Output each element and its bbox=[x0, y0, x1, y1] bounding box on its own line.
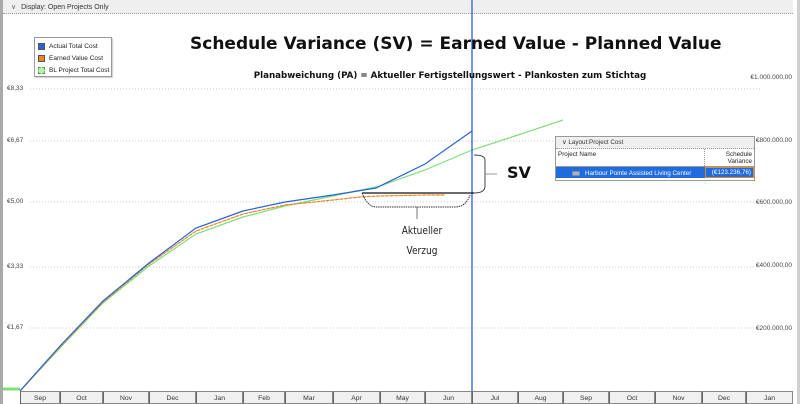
timescale-axis[interactable]: Sep Oct Nov Dec Jan Feb Mar Apr May Jun Jul Aug Sep O… bbox=[20, 391, 793, 404]
timescale-month[interactable]: Sep bbox=[563, 391, 609, 404]
chart-legend[interactable]: Actual Total Cost Earned Value Cost BL P… bbox=[34, 37, 112, 77]
timescale-month[interactable]: Dec bbox=[149, 391, 196, 404]
timescale-month[interactable]: Jan bbox=[196, 391, 243, 404]
legend-label: BL Project Total Cost bbox=[49, 66, 110, 74]
verzug-line-2: Verzug bbox=[406, 244, 438, 257]
gridlines bbox=[30, 88, 760, 329]
chevron-down-icon[interactable]: ∨ bbox=[11, 4, 17, 11]
verzug-bracket bbox=[361, 192, 471, 208]
display-filter-label: Display: Open Projects Only bbox=[21, 4, 109, 11]
y-right-tick: €600.000,00 bbox=[755, 199, 792, 206]
timescale-month[interactable]: Jul bbox=[472, 391, 518, 404]
legend-label: Earned Value Cost bbox=[49, 54, 104, 62]
timescale-month[interactable]: Feb bbox=[243, 391, 285, 404]
layout-panel-column-headers: Project Name Schedule Variance bbox=[556, 149, 754, 167]
verzug-line-1: Aktueller bbox=[401, 224, 443, 237]
y-left-tick: €6,67 bbox=[7, 137, 24, 144]
column-header-line: Variance bbox=[727, 158, 752, 165]
y-left-tick: €3,33 bbox=[7, 263, 24, 270]
earned-value-swatch-icon bbox=[38, 54, 45, 62]
timescale-month[interactable]: Apr bbox=[333, 391, 380, 404]
legend-item-earned-value-cost[interactable]: Earned Value Cost bbox=[38, 52, 111, 64]
column-header-line: Schedule bbox=[725, 151, 752, 158]
series-bl-project-total-cost bbox=[19, 119, 564, 392]
timescale-month[interactable]: Aug bbox=[518, 391, 563, 404]
y-right-tick: €200.000,00 bbox=[755, 325, 792, 332]
timescale-month[interactable]: Nov bbox=[103, 391, 149, 404]
layout-panel-header[interactable]: ∨ Layout:Project Cost bbox=[556, 137, 754, 149]
y-left-tick: €1,67 bbox=[7, 324, 24, 331]
timescale-month[interactable]: Jun bbox=[425, 391, 472, 404]
sv-bracket bbox=[473, 154, 486, 194]
chart-subtitle: Planabweichung (PA) = Aktueller Fertigst… bbox=[253, 71, 647, 81]
timescale-month[interactable]: Sep bbox=[20, 391, 60, 404]
project-name-cell[interactable]: Harbour Pointe Assisted Living Center bbox=[556, 167, 705, 178]
legend-item-actual-total-cost[interactable]: Actual Total Cost bbox=[38, 40, 111, 52]
project-name: Harbour Pointe Assisted Living Center bbox=[585, 170, 692, 177]
sv-annotation: SV bbox=[507, 163, 531, 182]
timescale-month[interactable]: Nov bbox=[655, 391, 702, 404]
timescale-month[interactable]: Oct bbox=[60, 391, 103, 404]
schedule-variance-cell[interactable]: (€123.236,76) bbox=[705, 167, 754, 178]
y-left-tick: €5,00 bbox=[7, 198, 24, 205]
timescale-month[interactable]: Mar bbox=[285, 391, 333, 404]
column-header-project-name[interactable]: Project Name bbox=[556, 149, 705, 166]
folder-icon bbox=[572, 171, 580, 176]
timescale-month[interactable]: Jan bbox=[746, 391, 793, 404]
legend-item-bl-project-total-cost[interactable]: BL Project Total Cost bbox=[38, 64, 111, 76]
layout-panel-title: Layout:Project Cost bbox=[568, 139, 624, 146]
column-header-schedule-variance[interactable]: Schedule Variance bbox=[705, 149, 754, 166]
y-right-tick: €800.000,00 bbox=[755, 137, 792, 144]
chevron-down-icon[interactable]: ∨ bbox=[562, 139, 569, 146]
series-actual-total-cost bbox=[19, 130, 473, 392]
actual-cost-swatch-icon bbox=[38, 42, 45, 50]
layout-project-cost-panel: ∨ Layout:Project Cost Project Name Sched… bbox=[555, 136, 755, 181]
display-filter-bar[interactable]: ∨ Display: Open Projects Only bbox=[3, 0, 793, 14]
series-earned-value-cost bbox=[19, 194, 445, 392]
timescale-month[interactable]: Oct bbox=[609, 391, 655, 404]
verzug-annotation: Aktueller Verzug bbox=[386, 221, 458, 261]
timescale-month[interactable]: Dec bbox=[702, 391, 746, 404]
vertical-scrollbar[interactable] bbox=[797, 0, 800, 404]
baseline-swatch-icon bbox=[38, 66, 45, 74]
y-left-tick: €8,33 bbox=[7, 85, 24, 92]
y-right-tick: €1.000.000,00 bbox=[750, 74, 792, 81]
y-right-tick: €400.000,00 bbox=[755, 262, 792, 269]
legend-label: Actual Total Cost bbox=[49, 42, 98, 50]
chart-title: Schedule Variance (SV) = Earned Value - … bbox=[190, 34, 722, 54]
table-row[interactable]: Harbour Pointe Assisted Living Center (€… bbox=[556, 167, 754, 178]
timescale-month[interactable]: May bbox=[380, 391, 425, 404]
